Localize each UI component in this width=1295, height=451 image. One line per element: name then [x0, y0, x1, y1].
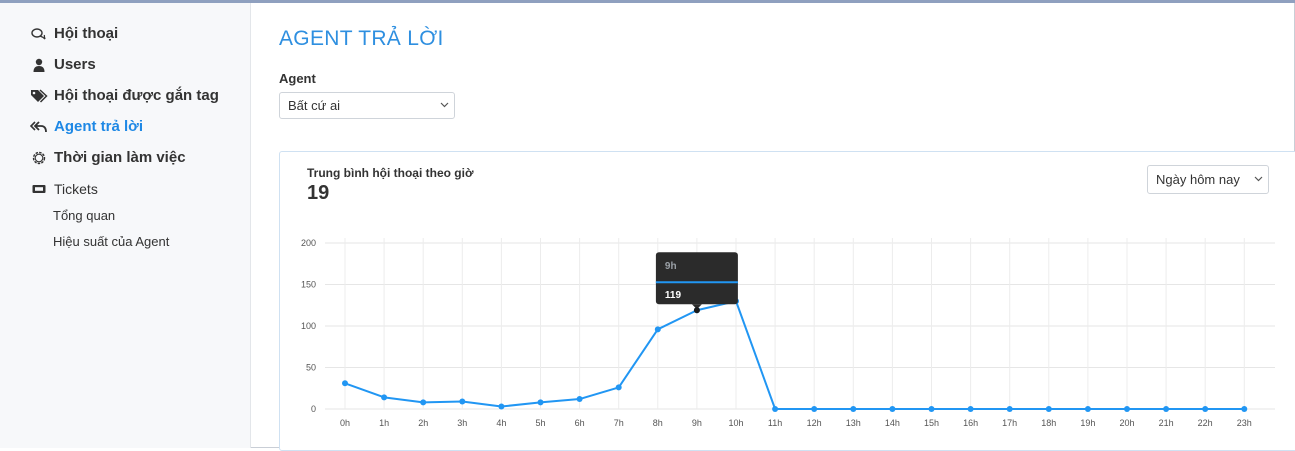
chevron-down-icon	[434, 100, 454, 111]
data-point	[1124, 406, 1130, 412]
sidebar-item-users[interactable]: Users	[30, 56, 96, 73]
data-point	[1006, 406, 1013, 412]
data-point	[420, 399, 427, 406]
data-point-hovered	[693, 307, 700, 314]
chat-bubbles-icon	[30, 26, 48, 42]
reply-all-icon	[30, 119, 48, 135]
data-point	[459, 398, 466, 405]
x-tick-label: 14h	[885, 418, 900, 428]
sidebar-subitem-agent-performance[interactable]: Hiệu suất của Agent	[53, 234, 170, 249]
x-tick-label: 13h	[846, 418, 861, 428]
x-tick-label: 5h	[535, 418, 545, 428]
user-icon	[30, 57, 48, 73]
data-point	[381, 394, 388, 401]
data-point	[537, 399, 544, 406]
sidebar-item-label: Agent trả lời	[54, 118, 144, 135]
x-tick-label: 1h	[379, 418, 389, 428]
data-point	[967, 406, 974, 412]
chart-title: Trung bình hội thoại theo giờ	[307, 166, 474, 180]
x-tick-label: 23h	[1237, 418, 1252, 428]
data-point	[654, 326, 661, 333]
x-tick-label: 22h	[1198, 418, 1213, 428]
data-point	[928, 406, 935, 412]
ticket-icon	[30, 181, 48, 197]
x-tick-label: 17h	[1002, 418, 1017, 428]
agent-filter-label: Agent	[279, 71, 316, 86]
tooltip-arrow	[691, 304, 702, 310]
data-point	[615, 384, 622, 391]
x-tick-label: 0h	[340, 418, 350, 428]
x-tick-label: 11h	[768, 418, 782, 428]
data-point	[772, 406, 779, 412]
date-range-select[interactable]: Ngày hôm nay	[1147, 165, 1269, 194]
sidebar-item-tickets[interactable]: Tickets	[30, 181, 98, 197]
y-tick-label: 0	[311, 404, 316, 414]
x-tick-label: 6h	[575, 418, 585, 428]
data-point	[811, 406, 818, 412]
chart-average-value: 19	[307, 182, 330, 204]
tooltip-value: 119	[665, 290, 682, 301]
sidebar-item-label: Tickets	[54, 181, 98, 197]
data-point	[1163, 406, 1170, 412]
sidebar-item-conversations[interactable]: Hội thoại	[30, 25, 118, 42]
data-point	[1241, 406, 1248, 412]
data-point	[1202, 406, 1209, 412]
data-point	[1045, 406, 1052, 412]
data-point	[498, 403, 505, 410]
x-tick-label: 10h	[728, 418, 743, 428]
data-point	[850, 406, 857, 412]
data-point	[576, 396, 583, 403]
tooltip-label: 9h	[665, 261, 677, 272]
x-tick-label: 8h	[653, 418, 663, 428]
date-range-select-value: Ngày hôm nay	[1156, 172, 1240, 187]
series-line	[344, 300, 1245, 410]
sidebar-item-tagged-conversations[interactable]: Hội thoại được gắn tag	[30, 87, 219, 104]
tooltip-box	[655, 252, 738, 305]
sidebar-item-working-time[interactable]: Thời gian làm việc	[30, 149, 186, 166]
x-tick-label: 20h	[1119, 418, 1134, 428]
sidebar-item-label: Hội thoại được gắn tag	[54, 87, 219, 104]
main-content: AGENT TRẢ LỜI Agent Bất cứ ai Trung bình…	[251, 3, 1295, 451]
x-tick-label: 2h	[418, 418, 428, 428]
x-tick-label: 3h	[457, 418, 467, 428]
chevron-down-icon	[1248, 174, 1268, 185]
x-tick-label: 18h	[1041, 418, 1056, 428]
y-tick-label: 200	[301, 238, 316, 248]
x-tick-label: 4h	[496, 418, 506, 428]
agent-select-value: Bất cứ ai	[288, 98, 341, 113]
sidebar-item-label: Users	[54, 56, 96, 73]
data-point	[1084, 406, 1091, 412]
line-chart: 0 50 100 150 200 0h 1h 2h 3h 4h 5h 6h 7h 8h 9h 10h 11h 12…	[301, 238, 1275, 428]
sidebar: Hội thoại Users Hội thoại được gắn tag A…	[0, 3, 251, 448]
chart-card: Trung bình hội thoại theo giờ 19 Ngày hô…	[279, 151, 1295, 451]
x-tick-label: 16h	[963, 418, 978, 428]
y-tick-label: 100	[301, 321, 316, 331]
sidebar-item-label: Hội thoại	[54, 25, 119, 42]
sidebar-item-label: Thời gian làm việc	[54, 149, 186, 166]
sidebar-subitem-overview[interactable]: Tổng quan	[53, 208, 116, 223]
y-tick-label: 50	[306, 363, 316, 373]
x-tick-label: 19h	[1080, 418, 1095, 428]
x-tick-label: 15h	[924, 418, 939, 428]
tags-icon	[30, 88, 48, 104]
data-point	[342, 380, 348, 387]
x-tick-label: 12h	[807, 418, 822, 428]
sidebar-item-agent-replies[interactable]: Agent trả lời	[30, 118, 143, 135]
top-accent-line	[0, 0, 1295, 3]
x-tick-label: 21h	[1159, 418, 1174, 428]
data-point	[889, 406, 896, 412]
y-tick-label: 150	[301, 280, 316, 290]
x-tick-label: 7h	[614, 418, 624, 428]
x-tick-label: 9h	[692, 418, 702, 428]
gear-icon	[30, 150, 48, 166]
page-title: AGENT TRẢ LỜI	[279, 27, 444, 50]
agent-select[interactable]: Bất cứ ai	[279, 92, 455, 119]
